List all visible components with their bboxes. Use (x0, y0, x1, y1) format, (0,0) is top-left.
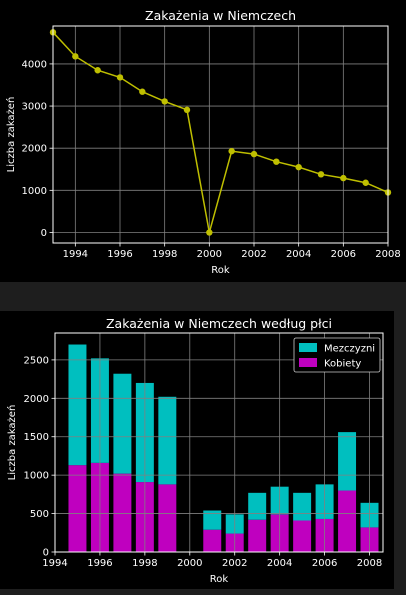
bar-chart-y-tick-label: 1000 (24, 471, 49, 482)
line-chart-y-tick-label: 0 (41, 228, 47, 239)
line-chart-grid (53, 26, 389, 243)
line-chart-x-tick-label: 1998 (152, 249, 177, 260)
line-chart-y-tick-label: 3000 (22, 102, 47, 113)
bar-chart-frame (54, 332, 384, 553)
line-chart-x-tick-label: 1996 (107, 249, 132, 260)
bar-chart-y-tick-label: 2500 (24, 355, 49, 366)
bar-chart-bars (68, 344, 379, 552)
bar-chart-x-tick-label: 1996 (87, 558, 112, 569)
bar-women (293, 520, 312, 552)
line-point (139, 88, 146, 95)
bar-women (338, 490, 357, 552)
line-point (250, 150, 258, 158)
line-point (362, 179, 369, 186)
line-chart-x-tick-label: 1994 (63, 249, 88, 260)
line-chart-plot (49, 29, 392, 236)
line-chart-panel: 1994 1996 1998 2000 2002 2004 2006 2008 0 1000 200… (0, 0, 406, 282)
bar-chart-title: Zakażenia w Niemczech według płci (106, 316, 332, 331)
legend-swatch-women (299, 358, 317, 367)
line-chart: 1994 1996 1998 2000 2002 2004 2006 2008 0 1000 200… (5, 8, 401, 276)
bar-women (248, 519, 267, 552)
legend-swatch-men (299, 343, 317, 352)
line-chart-frame (52, 25, 389, 244)
line-point (206, 229, 213, 236)
bar-chart-x-tick-label: 2006 (312, 558, 337, 569)
line-chart-x-axis-label: Rok (211, 265, 230, 276)
line-point (317, 171, 325, 178)
line-point (116, 74, 124, 81)
line-point (273, 158, 280, 165)
bar-chart-y-tick-label: 500 (30, 509, 49, 520)
bar-chart-y-tick-label: 0 (43, 548, 49, 559)
bar-chart-x-tick-label: 2008 (357, 558, 382, 569)
line-chart-x-tick-label: 2000 (197, 249, 222, 260)
line-chart-x-tick-label: 2002 (241, 249, 266, 260)
bar-women (68, 465, 87, 552)
bar-men (248, 492, 267, 520)
bar-men (158, 396, 177, 485)
bar-chart-y-tick-label: 1500 (24, 432, 49, 443)
line-point (94, 67, 101, 74)
bar-chart-panel: 1994 1996 1998 2000 2002 2004 2006 2008 0 500 1000… (0, 311, 394, 589)
line-chart-y-tick-label: 2000 (22, 144, 47, 155)
line-chart-y-tick-label: 1000 (22, 186, 47, 197)
bar-men (113, 373, 132, 474)
line-chart-x-tick-label: 2008 (375, 249, 400, 260)
bar-chart-x-tick-label: 2002 (222, 558, 247, 569)
bar-chart-y-axis-label: Liczba zakażeń (6, 405, 18, 481)
line-point (161, 98, 168, 105)
line-point (340, 174, 347, 182)
bar-men (203, 510, 222, 530)
line-chart-x-tick-label: 2004 (286, 249, 311, 260)
bar-chart-x-tick-label: 1994 (42, 558, 67, 569)
bar-men (293, 492, 312, 521)
line-series (52, 31, 389, 233)
line-chart-y-tick-label: 4000 (22, 59, 47, 70)
bar-chart: 1994 1996 1998 2000 2002 2004 2006 2008 0 500 1000… (6, 316, 384, 585)
line-point (228, 147, 235, 155)
bar-chart-y-tick-label: 2000 (24, 394, 49, 405)
bar-chart-legend: Mezczyzni Kobiety (293, 337, 381, 373)
legend-label-women: Kobiety (324, 359, 361, 370)
bar-men (68, 344, 87, 466)
bar-chart-ticks: 1994 1996 1998 2000 2002 2004 2006 2008 0 500 1000… (24, 355, 383, 569)
line-point (295, 163, 302, 171)
line-chart-title: Zakażenia w Niemczech (145, 8, 296, 23)
line-chart-ticks: 1994 1996 1998 2000 2002 2004 2006 2008 0 1000 200… (22, 59, 401, 260)
bar-women (113, 473, 132, 552)
line-chart-x-tick-label: 2006 (331, 249, 356, 260)
bar-chart-x-axis-label: Rok (210, 574, 229, 585)
bar-chart-x-tick-label: 2000 (177, 558, 202, 569)
line-point (72, 53, 79, 60)
bar-chart-x-tick-label: 2004 (267, 558, 292, 569)
line-point (183, 106, 191, 114)
bar-women (158, 484, 177, 552)
line-chart-y-axis-label: Liczba zakażeń (5, 97, 17, 173)
legend-label-men: Mezczyzni (324, 344, 375, 355)
bar-chart-x-tick-label: 1998 (132, 558, 157, 569)
bar-women (203, 529, 222, 552)
bar-men (338, 432, 357, 491)
